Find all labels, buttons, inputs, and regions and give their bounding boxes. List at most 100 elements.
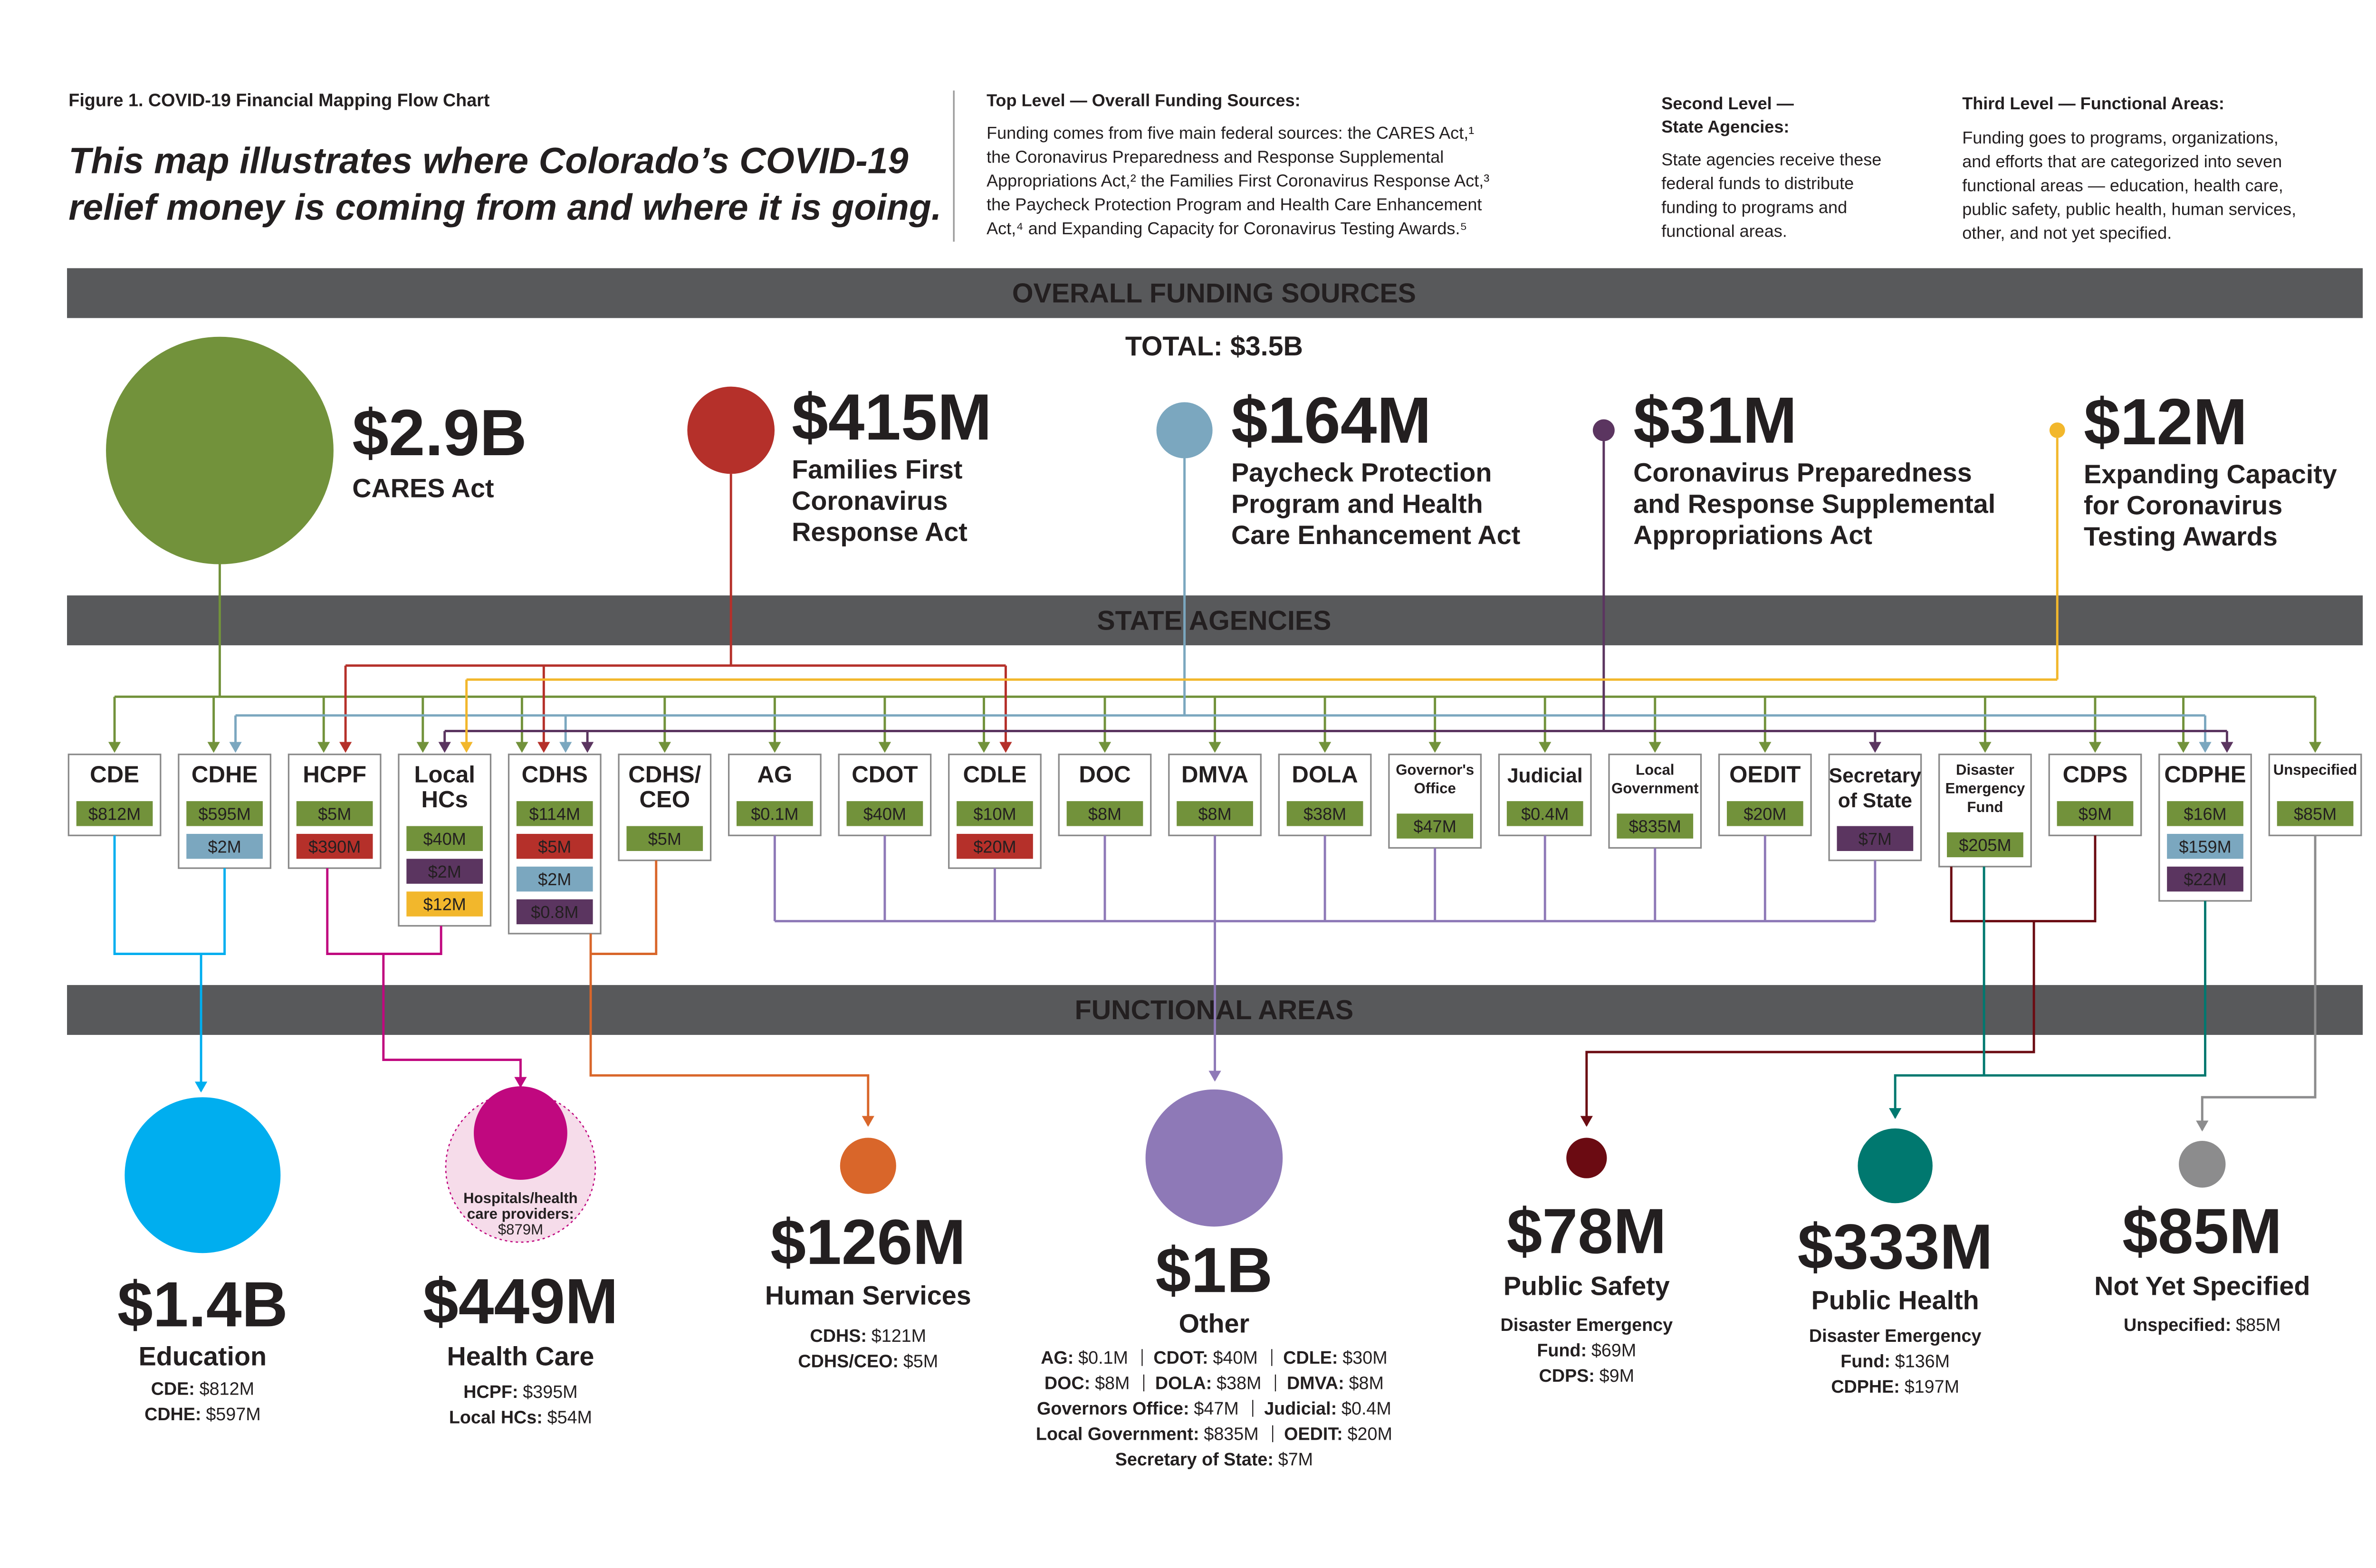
arrowhead <box>317 742 330 753</box>
detail-amount: $0.4M <box>1341 1398 1391 1418</box>
source-name: Appropriations Act <box>1633 520 1872 550</box>
area-detail-line: Fund: $69M <box>1537 1340 1636 1360</box>
arrowhead <box>1318 742 1332 753</box>
level-text: Funding comes from five main federal sou… <box>987 123 1474 143</box>
source-circle <box>1592 419 1615 441</box>
detail-amount: $40M <box>1213 1348 1257 1367</box>
arrowhead <box>2309 742 2322 753</box>
agency-amount-chip <box>1726 801 1803 826</box>
agency-amount-chip <box>516 801 593 826</box>
agency-amount-chip <box>1397 813 1474 839</box>
detail-name: OEDIT: <box>1284 1424 1343 1444</box>
area-name: Not Yet Specified <box>2094 1272 2310 1301</box>
agency-amount: $390M <box>308 837 361 856</box>
arrowhead <box>1428 742 1441 753</box>
agency-amount-chip <box>296 801 373 826</box>
area-detail-line: Governors Office: $47M Judicial: $0.4M <box>1037 1398 1391 1418</box>
source-name: Care Enhancement Act <box>1231 520 1520 550</box>
agency-amount: $20M <box>973 837 1016 856</box>
detail-amount: $812M <box>200 1379 254 1399</box>
agency-amount-chip <box>76 801 153 826</box>
section-band-label: STATE AGENCIES <box>1097 605 1331 636</box>
detail-name: Local Government: <box>1036 1424 1199 1444</box>
detail-amount: $38M <box>1217 1373 1261 1393</box>
agency-amount-chip <box>1506 801 1583 826</box>
agency-amount-chip <box>186 833 263 859</box>
agency-name: Secretary <box>1829 765 1922 787</box>
detail-name: Judicial: <box>1264 1398 1337 1418</box>
area-detail-line: Disaster Emergency <box>1500 1315 1673 1335</box>
source-name: Paycheck Protection <box>1231 458 1492 488</box>
agency-name: OEDIT <box>1729 762 1801 788</box>
detail-amount: $136M <box>1895 1351 1950 1371</box>
level-heading: Second Level — <box>1661 94 1794 113</box>
detail-name: DOLA: <box>1155 1373 1212 1393</box>
agency-name: Judicial <box>1507 765 1583 787</box>
source-name: and Response Supplemental <box>1633 489 1995 518</box>
detail-name: Fund: <box>1537 1340 1587 1360</box>
level-text: and efforts that are categorized into se… <box>1962 152 2282 171</box>
source-amount: $164M <box>1231 384 1431 457</box>
agency-name: Local <box>414 762 475 788</box>
arrowhead <box>1208 742 1221 753</box>
agency-amount: $22M <box>2184 870 2226 889</box>
agency-name: CDE <box>90 762 139 788</box>
subtitle: This map illustrates where Colorado’s CO… <box>68 140 908 181</box>
level-text: functional areas. <box>1661 221 1787 240</box>
agency-amount-chip <box>626 826 703 851</box>
agency-name: HCs <box>422 786 468 813</box>
detail-name: Unspecified: <box>2124 1315 2231 1335</box>
agency-amount: $2M <box>208 837 241 856</box>
arrowhead <box>1759 742 1772 753</box>
level-text: Appropriations Act,² the Families First … <box>987 171 1489 191</box>
detail-name: Disaster Emergency <box>1500 1315 1673 1335</box>
agency-amount: $0.1M <box>751 804 798 823</box>
agency-amount-chip <box>406 891 483 917</box>
area-name: Public Health <box>1811 1285 1979 1315</box>
arrowhead <box>1208 1071 1221 1082</box>
agency-name: Government <box>1611 780 1698 797</box>
agency-amount: $205M <box>1959 835 2011 855</box>
agency-amount-chip <box>2167 866 2243 892</box>
arrowhead <box>2196 1120 2209 1132</box>
arrowhead <box>862 1116 874 1127</box>
agency-amount: $12M <box>423 895 466 914</box>
agency-amount-chip <box>1837 826 1914 851</box>
area-detail-line: HCPF: $395M <box>463 1382 577 1402</box>
detail-amount: $395M <box>523 1382 577 1402</box>
level-heading: Top Level — Overall Funding Sources: <box>987 90 1301 110</box>
area-detail-line: CDPHE: $197M <box>1831 1377 1959 1396</box>
level-text: other, and not yet specified. <box>1962 223 2172 243</box>
area-detail-line: Unspecified: $85M <box>2124 1315 2280 1335</box>
arrowhead <box>658 742 671 753</box>
detail-gap <box>1150 1348 1154 1367</box>
arrowhead <box>581 742 594 753</box>
agency-name: DOC <box>1079 762 1131 788</box>
level-text: public safety, public health, human serv… <box>1962 200 2296 219</box>
detail-gap <box>1283 1373 1287 1393</box>
area-amount: $126M <box>770 1206 966 1278</box>
total: TOTAL: $3.5B <box>1125 331 1303 362</box>
level-heading: State Agencies: <box>1661 117 1789 136</box>
detail-amount: $597M <box>206 1404 260 1424</box>
detail-gap <box>1280 1348 1284 1367</box>
arrowhead <box>108 742 121 753</box>
agency-name: Unspecified <box>2273 761 2357 778</box>
detail-amount: $121M <box>872 1326 926 1346</box>
agency-name: CDOT <box>852 762 918 788</box>
detail-name: CDE: <box>151 1379 195 1399</box>
arrowhead <box>516 742 528 753</box>
detail-amount: $835M <box>1204 1424 1258 1444</box>
area-amount: $333M <box>1798 1211 1993 1282</box>
inset-label: care providers: <box>467 1205 574 1222</box>
arrowhead <box>1979 742 1992 753</box>
agency-amount: $47M <box>1414 817 1456 836</box>
area-amount: $449M <box>423 1266 618 1337</box>
agency-amount: $0.4M <box>1521 804 1569 823</box>
detail-amount: $69M <box>1591 1340 1636 1360</box>
agency-name: HCPF <box>303 762 366 788</box>
section-band-label: OVERALL FUNDING SOURCES <box>1012 278 1416 309</box>
source-circle <box>687 386 775 474</box>
